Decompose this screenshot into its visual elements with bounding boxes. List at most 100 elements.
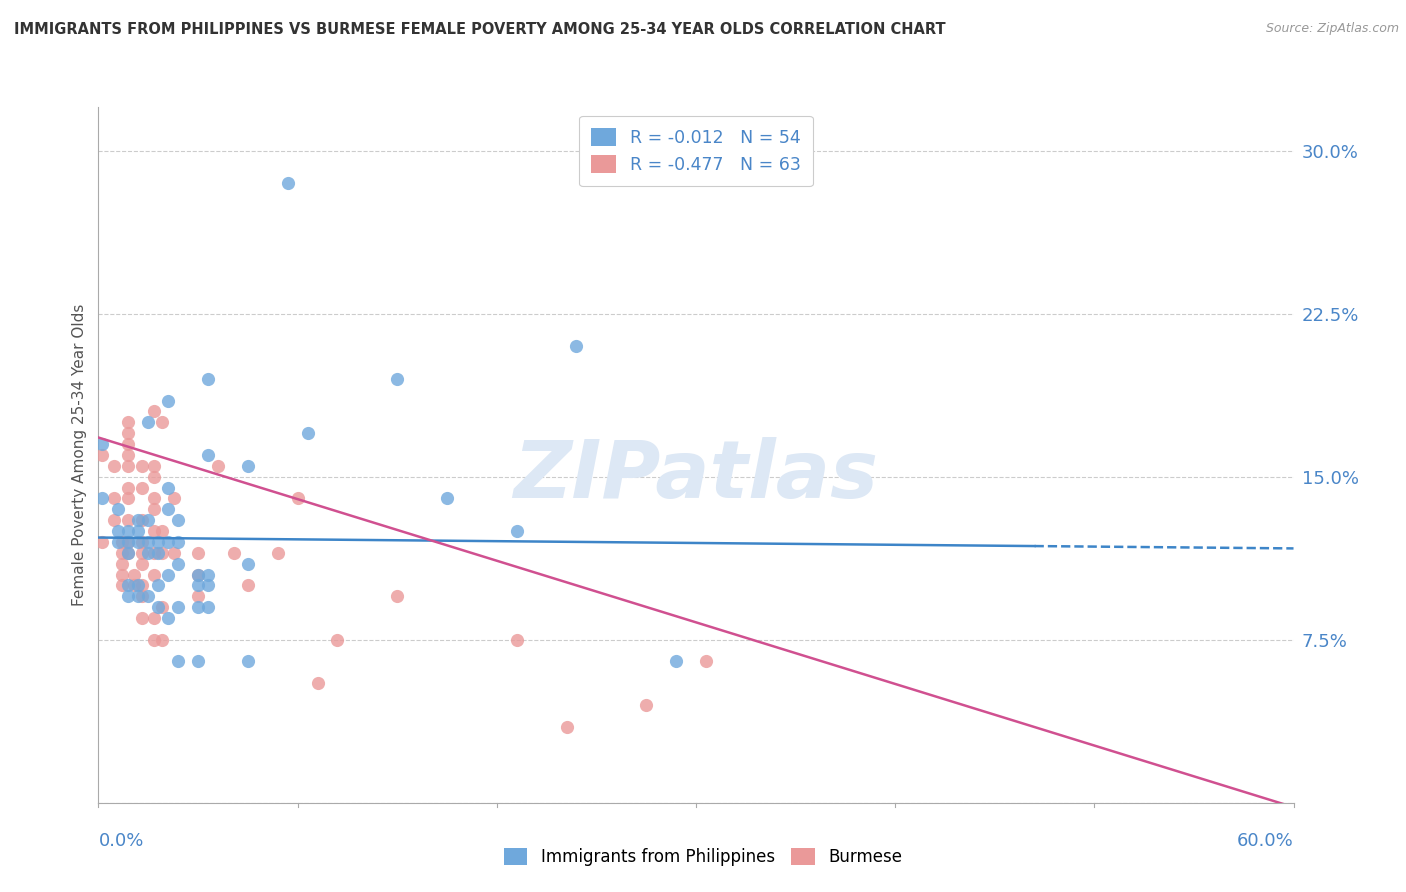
- Point: [136, 513, 159, 527]
- Point: [385, 372, 409, 386]
- Point: [148, 535, 170, 549]
- Point: [150, 632, 173, 647]
- Point: [117, 481, 139, 495]
- Point: [91, 448, 114, 462]
- Point: [136, 415, 159, 429]
- Point: [117, 448, 139, 462]
- Point: [565, 339, 588, 353]
- Point: [163, 491, 186, 506]
- Point: [163, 546, 186, 560]
- Point: [187, 655, 209, 669]
- Point: [127, 589, 149, 603]
- Point: [127, 578, 149, 592]
- Point: [131, 535, 153, 549]
- Point: [506, 524, 529, 538]
- Point: [187, 546, 209, 560]
- Point: [127, 524, 149, 538]
- Point: [124, 567, 146, 582]
- Point: [131, 589, 153, 603]
- Text: Source: ZipAtlas.com: Source: ZipAtlas.com: [1265, 22, 1399, 36]
- Point: [131, 557, 153, 571]
- Point: [197, 372, 219, 386]
- Point: [197, 578, 219, 592]
- Point: [236, 458, 259, 473]
- Point: [117, 426, 139, 441]
- Point: [187, 578, 209, 592]
- Point: [111, 535, 134, 549]
- Point: [665, 655, 688, 669]
- Point: [91, 491, 114, 506]
- Text: 0.0%: 0.0%: [98, 832, 143, 850]
- Point: [555, 720, 578, 734]
- Point: [157, 535, 180, 549]
- Point: [131, 458, 153, 473]
- Point: [131, 481, 153, 495]
- Point: [197, 600, 219, 615]
- Point: [111, 557, 134, 571]
- Point: [207, 458, 229, 473]
- Point: [143, 491, 166, 506]
- Point: [167, 513, 190, 527]
- Point: [187, 567, 209, 582]
- Point: [103, 458, 125, 473]
- Point: [143, 632, 166, 647]
- Point: [267, 546, 290, 560]
- Point: [111, 567, 134, 582]
- Text: 60.0%: 60.0%: [1237, 832, 1294, 850]
- Point: [277, 176, 299, 190]
- Point: [236, 655, 259, 669]
- Point: [167, 535, 190, 549]
- Point: [150, 415, 173, 429]
- Point: [117, 535, 139, 549]
- Point: [124, 578, 146, 592]
- Point: [326, 632, 349, 647]
- Point: [131, 546, 153, 560]
- Point: [143, 458, 166, 473]
- Point: [103, 513, 125, 527]
- Point: [157, 393, 180, 408]
- Point: [307, 676, 329, 690]
- Point: [91, 535, 114, 549]
- Point: [167, 557, 190, 571]
- Point: [111, 546, 134, 560]
- Point: [117, 589, 139, 603]
- Point: [287, 491, 309, 506]
- Point: [148, 578, 170, 592]
- Point: [636, 698, 658, 712]
- Text: ZIPatlas: ZIPatlas: [513, 437, 879, 515]
- Point: [222, 546, 245, 560]
- Point: [143, 546, 166, 560]
- Point: [117, 491, 139, 506]
- Point: [117, 524, 139, 538]
- Point: [103, 491, 125, 506]
- Point: [117, 513, 139, 527]
- Point: [143, 469, 166, 483]
- Legend: R = -0.012   N = 54, R = -0.477   N = 63: R = -0.012 N = 54, R = -0.477 N = 63: [579, 116, 813, 186]
- Point: [136, 546, 159, 560]
- Point: [117, 578, 139, 592]
- Point: [157, 611, 180, 625]
- Point: [236, 578, 259, 592]
- Point: [131, 611, 153, 625]
- Point: [297, 426, 319, 441]
- Point: [187, 600, 209, 615]
- Text: IMMIGRANTS FROM PHILIPPINES VS BURMESE FEMALE POVERTY AMONG 25-34 YEAR OLDS CORR: IMMIGRANTS FROM PHILIPPINES VS BURMESE F…: [14, 22, 946, 37]
- Point: [148, 546, 170, 560]
- Point: [143, 524, 166, 538]
- Point: [117, 415, 139, 429]
- Point: [187, 567, 209, 582]
- Point: [107, 524, 129, 538]
- Point: [143, 567, 166, 582]
- Point: [157, 502, 180, 516]
- Point: [131, 513, 153, 527]
- Point: [148, 600, 170, 615]
- Point: [143, 502, 166, 516]
- Point: [436, 491, 458, 506]
- Point: [197, 567, 219, 582]
- Point: [157, 481, 180, 495]
- Point: [107, 502, 129, 516]
- Point: [695, 655, 717, 669]
- Legend: Immigrants from Philippines, Burmese: Immigrants from Philippines, Burmese: [495, 840, 911, 875]
- Point: [117, 535, 139, 549]
- Point: [187, 589, 209, 603]
